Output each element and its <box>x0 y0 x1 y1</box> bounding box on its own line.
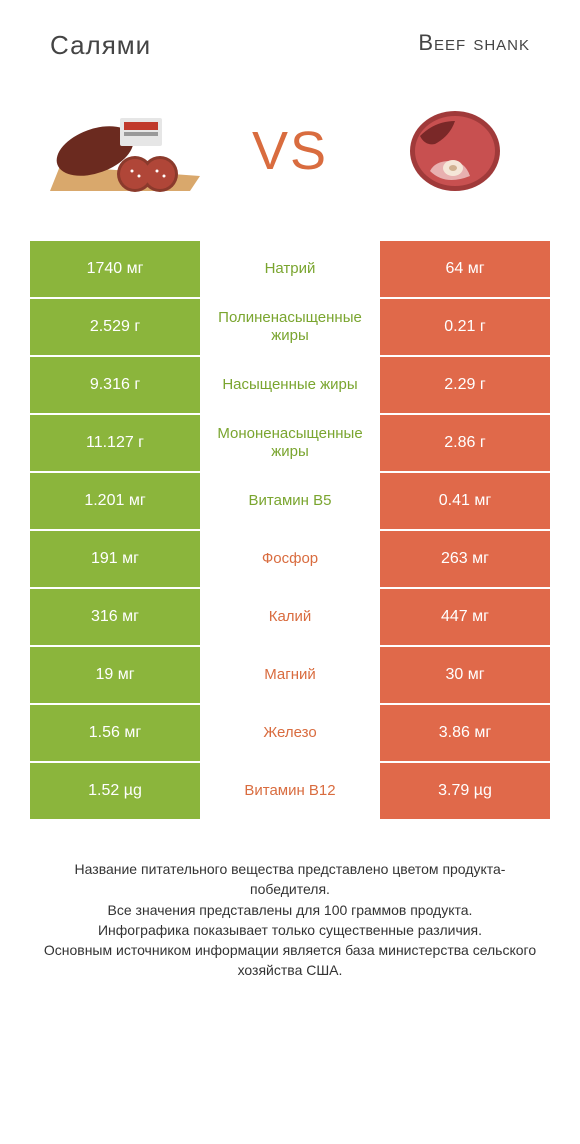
cell-left-value: 11.127 г <box>30 415 200 471</box>
cell-nutrient-label: Фосфор <box>200 531 380 587</box>
table-row: 1740 мгНатрий64 мг <box>30 241 550 297</box>
cell-left-value: 1.52 µg <box>30 763 200 819</box>
cell-nutrient-label: Мононенасыщенные жиры <box>200 415 380 471</box>
cell-right-value: 2.29 г <box>380 357 550 413</box>
table-row: 1.52 µgВитамин B123.79 µg <box>30 763 550 819</box>
cell-left-value: 19 мг <box>30 647 200 703</box>
title-right: Beef shank <box>418 30 530 61</box>
title-left: Салями <box>50 30 151 61</box>
footer-line: Основным источником информации является … <box>40 940 540 981</box>
salami-image <box>40 91 210 211</box>
cell-nutrient-label: Витамин B12 <box>200 763 380 819</box>
table-row: 9.316 гНасыщенные жиры2.29 г <box>30 357 550 413</box>
cell-nutrient-label: Магний <box>200 647 380 703</box>
cell-nutrient-label: Насыщенные жиры <box>200 357 380 413</box>
cell-left-value: 1.56 мг <box>30 705 200 761</box>
footer-line: Название питательного вещества представл… <box>40 859 540 900</box>
cell-nutrient-label: Железо <box>200 705 380 761</box>
cell-nutrient-label: Калий <box>200 589 380 645</box>
images-row: VS <box>0 71 580 241</box>
vs-label: VS <box>252 120 328 182</box>
cell-right-value: 30 мг <box>380 647 550 703</box>
table-row: 316 мгКалий447 мг <box>30 589 550 645</box>
cell-right-value: 0.21 г <box>380 299 550 355</box>
cell-nutrient-label: Натрий <box>200 241 380 297</box>
table-row: 2.529 гПолиненасыщенные жиры0.21 г <box>30 299 550 355</box>
footer-notes: Название питательного вещества представл… <box>40 859 540 981</box>
header: Салями Beef shank <box>0 0 580 71</box>
table-row: 11.127 гМононенасыщенные жиры2.86 г <box>30 415 550 471</box>
cell-right-value: 3.86 мг <box>380 705 550 761</box>
cell-right-value: 447 мг <box>380 589 550 645</box>
table-row: 1.201 мгВитамин B50.41 мг <box>30 473 550 529</box>
table-row: 191 мгФосфор263 мг <box>30 531 550 587</box>
cell-left-value: 9.316 г <box>30 357 200 413</box>
cell-nutrient-label: Витамин B5 <box>200 473 380 529</box>
cell-right-value: 0.41 мг <box>380 473 550 529</box>
table-row: 19 мгМагний30 мг <box>30 647 550 703</box>
cell-left-value: 191 мг <box>30 531 200 587</box>
beef-shank-image <box>370 91 540 211</box>
footer-line: Инфографика показывает только существенн… <box>40 920 540 940</box>
cell-right-value: 64 мг <box>380 241 550 297</box>
cell-left-value: 1740 мг <box>30 241 200 297</box>
table-row: 1.56 мгЖелезо3.86 мг <box>30 705 550 761</box>
cell-nutrient-label: Полиненасыщенные жиры <box>200 299 380 355</box>
cell-right-value: 3.79 µg <box>380 763 550 819</box>
footer-line: Все значения представлены для 100 граммо… <box>40 900 540 920</box>
cell-left-value: 316 мг <box>30 589 200 645</box>
cell-left-value: 1.201 мг <box>30 473 200 529</box>
cell-right-value: 263 мг <box>380 531 550 587</box>
comparison-table: 1740 мгНатрий64 мг2.529 гПолиненасыщенны… <box>30 241 550 819</box>
cell-left-value: 2.529 г <box>30 299 200 355</box>
cell-right-value: 2.86 г <box>380 415 550 471</box>
